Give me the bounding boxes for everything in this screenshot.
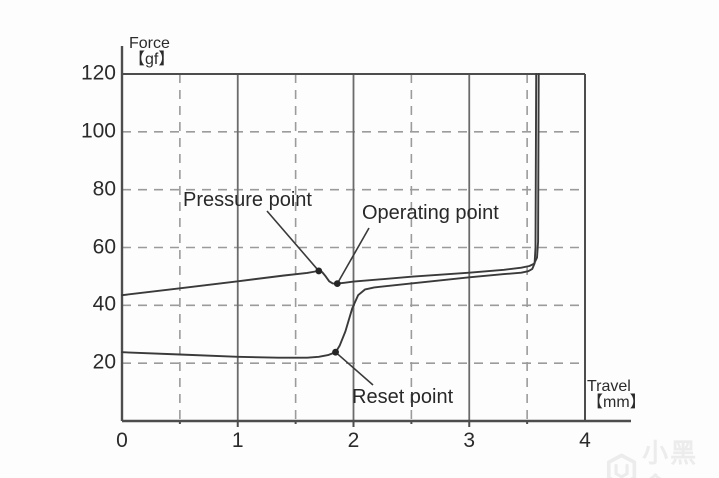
- release-curve: [121, 73, 538, 359]
- leader-line-1: [336, 227, 370, 285]
- y-tick-40: 40: [92, 292, 116, 316]
- x-tick-4: 4: [579, 429, 591, 452]
- heybox-logo-icon: [606, 453, 637, 478]
- operating-point-dot: [333, 280, 341, 288]
- y-axis-title-unit: 【gf】: [129, 51, 175, 68]
- y-tick-80: 80: [92, 177, 116, 201]
- operating-point-label: Operating point: [362, 202, 499, 224]
- pressure-point-label: Pressure point: [183, 189, 312, 211]
- y-tick-60: 60: [92, 235, 116, 259]
- x-axis-title-name: Travel: [587, 378, 631, 395]
- y-tick-100: 100: [80, 119, 116, 143]
- x-axis-title: Travel 【mm】: [587, 379, 646, 411]
- x-tick-1: 1: [231, 429, 244, 452]
- y-tick-20: 20: [92, 350, 116, 374]
- watermark-text: 小黑盒: [642, 438, 699, 478]
- reset-point-label: Reset point: [352, 386, 454, 408]
- leader-line-2: [335, 351, 374, 386]
- x-tick-2: 2: [347, 429, 360, 452]
- y-tick-120: 120: [80, 61, 116, 85]
- heybox-watermark: 小黑盒: [606, 436, 719, 478]
- x-axis-title-unit: 【mm】: [587, 394, 646, 411]
- y-axis-title: Force 【gf】: [129, 36, 174, 68]
- leader-line-0: [266, 210, 320, 272]
- reset-point-dot: [332, 348, 339, 356]
- press-curve: [121, 73, 540, 297]
- x-tick-0: 0: [116, 429, 128, 452]
- x-tick-3: 3: [463, 429, 476, 452]
- y-axis-title-name: Force: [129, 35, 170, 52]
- pressure-point-dot: [315, 267, 323, 275]
